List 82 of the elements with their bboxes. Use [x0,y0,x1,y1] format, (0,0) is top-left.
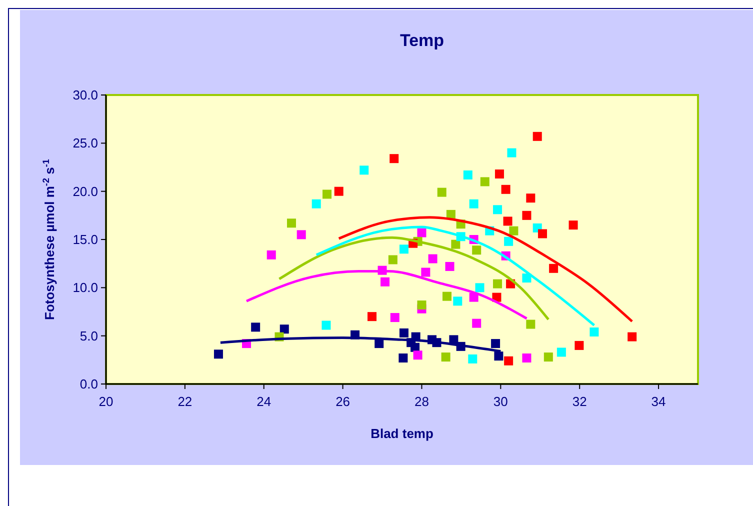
x-tick-label: 28 [414,394,429,409]
x-tick-label: 22 [178,394,192,409]
point [504,236,514,246]
point [453,296,462,306]
point [503,216,512,226]
point [468,354,478,364]
point [509,226,518,236]
x-axis-title: Blad temp [370,426,434,441]
point [507,148,516,158]
point [475,283,484,292]
point [441,352,450,362]
point [399,244,408,254]
point [522,353,532,362]
point [413,350,422,360]
x-tick-label: 24 [256,394,272,409]
point [504,356,514,366]
point [472,246,482,255]
point [266,250,276,260]
y-tick-label: 10.0 [72,280,98,296]
point [556,348,566,357]
point [390,154,399,164]
point [538,229,547,238]
point [451,240,460,249]
point [494,352,504,361]
point [469,199,478,208]
point [360,166,369,175]
point [480,177,490,186]
point [568,220,578,230]
point [296,230,306,240]
x-tick-label: 34 [651,394,666,409]
y-tick-label: 5.0 [80,328,98,344]
point [312,199,321,208]
x-tick-label: 32 [572,394,587,409]
point [417,300,426,310]
point [522,274,532,283]
y-tick-label: 30.0 [72,88,98,103]
point [491,339,500,348]
point [286,218,296,228]
point [437,188,446,197]
point [428,254,438,264]
point [398,353,408,362]
point [442,292,452,301]
chart-title: Temp [400,31,444,50]
point [399,328,408,338]
line-series [245,270,528,320]
y-tick-label: 0.0 [80,376,98,392]
point [417,228,426,238]
point [280,324,289,334]
point [532,132,542,141]
point [493,279,502,288]
point [421,268,430,277]
point [214,350,223,359]
y-tick-label: 25.0 [72,136,98,151]
point [388,255,398,264]
line-series [278,236,550,321]
point [526,320,536,329]
point [544,352,553,362]
point [574,340,584,350]
point [501,184,510,194]
point [549,264,558,273]
line-series [338,216,634,323]
point [522,210,532,220]
y-tick-label: 20.0 [72,184,98,199]
point [251,322,260,332]
point [472,318,482,328]
x-tick-label: 20 [98,394,114,409]
point [380,277,390,286]
x-tick-label: 30 [493,394,508,409]
x-tick-label: 26 [336,394,350,409]
point [322,190,332,199]
point [334,186,344,196]
point [628,332,637,342]
point [493,205,502,214]
point [368,312,377,322]
point [526,194,536,203]
point [590,327,599,336]
point [445,262,454,271]
point [322,320,331,330]
point [390,313,400,322]
point [463,170,472,180]
y-tick-label: 15.0 [72,232,98,248]
point [494,169,504,178]
